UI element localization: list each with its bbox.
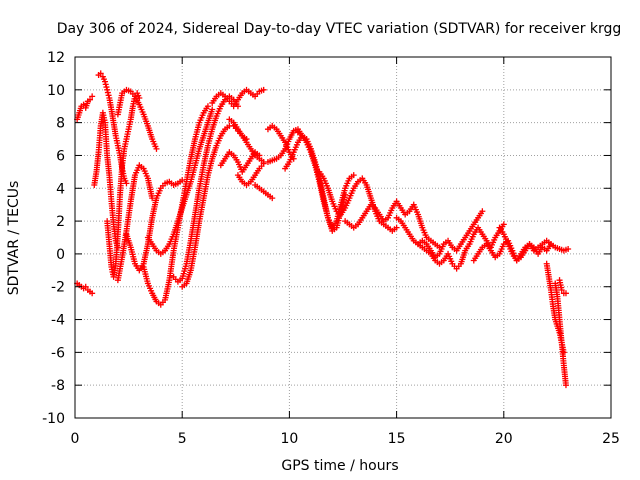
x-axis-label: GPS time / hours [281, 458, 398, 474]
data-point [123, 180, 130, 187]
data-point [260, 86, 267, 93]
x-tick-label: 15 [388, 431, 406, 447]
x-tick-label: 10 [280, 431, 298, 447]
data-point [89, 93, 96, 100]
data-point [562, 290, 569, 297]
data-point [209, 106, 216, 113]
data-point [269, 195, 276, 202]
x-axis-ticks: 0 5 10 15 20 25 [71, 57, 620, 447]
chart-title: Day 306 of 2024, Sidereal Day-to-day VTE… [57, 21, 622, 37]
data-points [74, 70, 572, 389]
y-tick-label: -6 [51, 345, 65, 361]
x-tick-label: 20 [495, 431, 513, 447]
data-point [103, 84, 110, 91]
data-point [105, 92, 112, 99]
data-point [104, 89, 111, 96]
y-tick-label: 6 [56, 148, 65, 164]
data-point [97, 70, 104, 77]
y-axis-label: SDTVAR / TECUs [6, 181, 22, 296]
grid [75, 57, 611, 418]
y-tick-label: -4 [51, 313, 65, 329]
x-tick-label: 5 [178, 431, 187, 447]
y-tick-label: -8 [51, 378, 65, 394]
y-tick-label: 8 [56, 116, 65, 132]
data-point [479, 208, 486, 215]
y-tick-label: -10 [42, 411, 65, 427]
data-point [179, 177, 186, 184]
data-point [87, 96, 94, 103]
data-point [153, 145, 160, 152]
data-point [102, 81, 109, 88]
data-point [102, 78, 109, 85]
data-point [89, 290, 96, 297]
y-tick-label: 0 [56, 247, 65, 263]
data-point [565, 245, 572, 252]
data-point [500, 221, 507, 228]
x-tick-label: 25 [602, 431, 620, 447]
y-tick-label: 4 [56, 181, 65, 197]
data-point [562, 382, 569, 389]
data-point [350, 172, 357, 179]
data-point [82, 283, 89, 290]
plot-frame [74, 56, 612, 419]
y-tick-label: 2 [56, 214, 65, 230]
data-point [393, 224, 400, 231]
y-axis-ticks: -10 -8 -6 -4 -2 0 2 4 6 8 10 12 [42, 50, 611, 427]
data-point [80, 101, 87, 108]
data-point [204, 103, 211, 110]
y-tick-label: 12 [47, 50, 65, 66]
data-point [558, 287, 565, 294]
data-point [104, 86, 111, 93]
y-tick-label: -2 [51, 280, 65, 296]
y-tick-label: 10 [47, 83, 65, 99]
x-tick-label: 0 [71, 431, 80, 447]
data-point [260, 160, 267, 167]
